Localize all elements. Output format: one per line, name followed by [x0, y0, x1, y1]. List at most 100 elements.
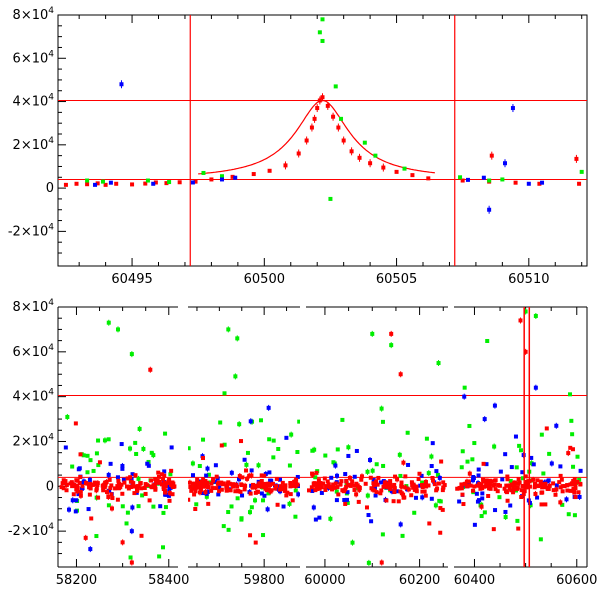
data-point: [373, 493, 378, 498]
data-point: [143, 482, 148, 487]
data-point: [167, 180, 172, 185]
data-point: [145, 461, 150, 466]
data-point: [568, 445, 573, 450]
data-point: [85, 453, 90, 458]
data-point: [511, 490, 516, 495]
data-point: [94, 534, 99, 539]
data-point: [156, 480, 161, 485]
y-tick-label: 8×104: [13, 6, 55, 23]
data-point: [149, 484, 154, 489]
data-point: [281, 504, 286, 509]
data-point: [493, 508, 498, 513]
data-point: [156, 470, 161, 475]
points-layer: [59, 308, 583, 566]
data-point: [109, 483, 114, 488]
data-point: [532, 485, 537, 490]
data-point: [229, 470, 234, 475]
data-point: [319, 490, 324, 495]
data-point: [437, 498, 442, 503]
data-point: [540, 180, 545, 185]
data-point: [538, 537, 543, 542]
data-point: [136, 504, 141, 509]
data-point: [539, 432, 544, 437]
data-point: [401, 460, 406, 465]
data-point: [205, 481, 210, 486]
data-point: [520, 476, 525, 481]
data-point: [108, 461, 113, 466]
data-point: [529, 461, 534, 466]
y-tick-mantissa: 2: [13, 434, 21, 449]
data-point: [410, 173, 415, 178]
data-point: [249, 505, 254, 510]
data-point: [224, 488, 229, 493]
data-point: [259, 491, 264, 496]
data-point: [423, 493, 428, 498]
y-tick-exponent: 4: [48, 136, 54, 146]
data-point: [523, 474, 528, 479]
data-point: [328, 516, 333, 521]
data-point: [206, 484, 211, 489]
data-point: [242, 457, 247, 462]
data-point: [366, 560, 371, 565]
data-point: [239, 482, 244, 487]
data-point: [368, 475, 373, 480]
data-point: [543, 502, 548, 507]
data-point: [566, 512, 571, 517]
data-point: [389, 489, 394, 494]
data-point: [142, 485, 147, 490]
data-point: [103, 182, 108, 187]
data-point: [151, 504, 156, 509]
data-point: [95, 181, 100, 186]
data-point: [219, 177, 224, 182]
data-point: [198, 488, 203, 493]
data-point: [378, 491, 383, 496]
data-point: [94, 486, 99, 491]
data-point: [131, 481, 136, 486]
x-tick-label: 59800: [243, 573, 284, 588]
data-point: [349, 149, 354, 154]
data-point: [578, 468, 583, 473]
data-point: [74, 181, 79, 186]
data-point: [190, 180, 195, 185]
y-tick-exponent: 4: [48, 6, 54, 16]
data-point: [315, 106, 320, 111]
data-point: [148, 367, 153, 372]
data-point: [564, 497, 569, 502]
data-point: [400, 484, 405, 489]
data-point: [147, 498, 152, 503]
data-point: [399, 480, 404, 485]
data-point: [374, 490, 379, 495]
data-point: [170, 492, 175, 497]
data-point: [87, 482, 92, 487]
data-point: [541, 471, 546, 476]
data-point: [374, 462, 379, 467]
data-point: [193, 485, 198, 490]
y-tick-times-ten: ×10: [21, 524, 48, 539]
data-point: [64, 482, 69, 487]
data-point: [121, 477, 126, 482]
data-point: [115, 475, 120, 480]
data-point: [70, 498, 75, 503]
data-point: [405, 430, 410, 435]
data-point: [294, 477, 299, 482]
points-layer: [63, 17, 584, 214]
data-point: [441, 485, 446, 490]
y-tick-times-ten: ×10: [21, 8, 48, 23]
data-point: [438, 506, 443, 511]
data-point: [119, 482, 124, 487]
data-point: [288, 492, 293, 497]
y-tick-mantissa: 4: [13, 95, 21, 110]
data-point: [69, 480, 74, 485]
data-point: [336, 492, 341, 497]
data-point: [575, 480, 580, 485]
data-point: [277, 477, 282, 482]
data-point: [345, 500, 350, 505]
data-point: [205, 489, 210, 494]
data-point: [518, 318, 523, 323]
data-point: [578, 481, 583, 486]
data-point: [426, 471, 431, 476]
data-point: [195, 477, 200, 482]
data-point: [320, 17, 325, 22]
data-point: [289, 483, 294, 488]
data-point: [559, 477, 564, 482]
